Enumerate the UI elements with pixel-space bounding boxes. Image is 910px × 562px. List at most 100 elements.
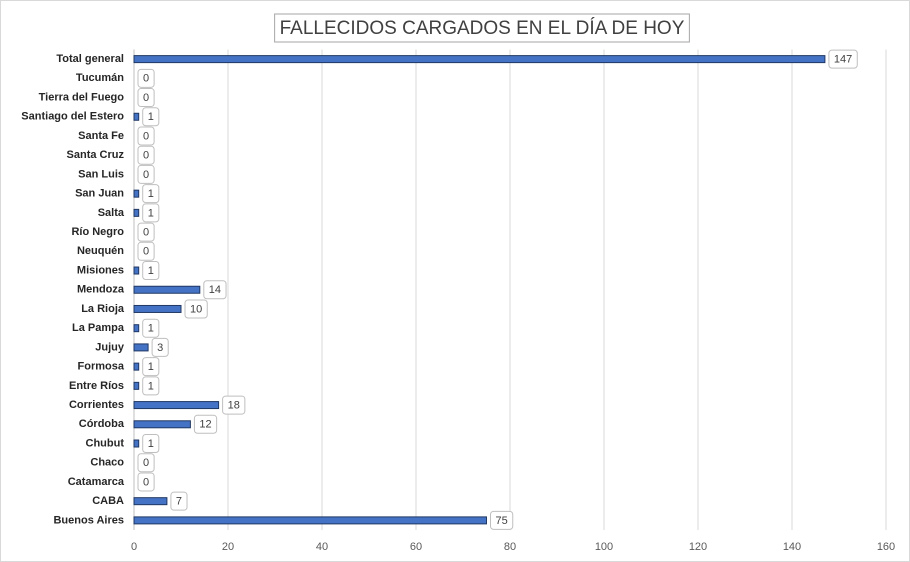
value-label-box [193,414,218,434]
y-tick-label: Río Negro [71,226,124,238]
value-label-box [828,49,858,69]
value-label: 1 [148,380,154,392]
value-label: 0 [143,246,149,258]
value-label-box [142,203,160,223]
y-tick-label: Buenos Aires [53,514,124,526]
y-tick-label: Córdoba [79,418,125,430]
value-label-box [203,280,227,300]
value-label-box [184,299,208,319]
x-tick-label: 80 [504,541,516,553]
value-label-box [137,241,155,261]
value-label: 1 [148,188,154,200]
value-label-box [170,491,188,511]
value-label-box [490,510,514,530]
x-tick-label: 120 [689,541,707,553]
value-label: 1 [148,265,154,277]
y-tick-label: Chaco [90,457,124,469]
bar [133,343,149,352]
value-label: 14 [209,284,221,296]
y-tick-label: La Pampa [72,322,125,334]
chart-title: FALLECIDOS CARGADOS EN EL DÍA DE HOY [280,18,685,39]
y-tick-label: Corrientes [69,399,124,411]
bar [133,55,826,64]
x-tick-label: 100 [595,541,613,553]
value-label-box [142,318,160,338]
y-tick-label: Misiones [77,264,124,276]
value-label: 7 [176,496,182,508]
x-tick-label: 160 [877,541,895,553]
y-tick-label: Tierra del Fuego [39,91,125,103]
value-label-box [137,68,155,88]
value-label: 0 [143,226,149,238]
y-tick-label: Salta [98,207,125,219]
value-label-box [137,453,155,473]
bar [133,208,140,217]
title-box [274,13,690,43]
value-label: 1 [148,361,154,373]
value-label: 0 [143,92,149,104]
bar [133,362,140,371]
y-tick-label: Chubut [86,437,125,449]
y-tick-label: Jujuy [95,341,125,353]
value-label: 0 [143,73,149,85]
value-label: 0 [143,457,149,469]
value-label: 0 [143,150,149,162]
value-label: 1 [148,323,154,335]
bar [133,401,220,410]
bar [133,304,182,313]
x-tick-label: 40 [316,541,328,553]
value-label: 1 [148,438,154,450]
value-label: 10 [190,303,202,315]
y-tick-label: Neuquén [77,245,124,257]
bar [133,266,140,275]
value-label: 1 [148,207,154,219]
value-label: 75 [496,515,508,527]
value-label: 18 [228,399,240,411]
value-label: 12 [199,419,211,431]
value-label-box [142,357,160,377]
value-label: 0 [143,169,149,181]
bar [133,189,140,198]
bar [133,112,140,121]
value-label-box [137,472,155,492]
x-tick-label: 20 [222,541,234,553]
bar [133,420,191,429]
value-label-box [137,126,155,146]
value-label-box [151,337,169,357]
y-tick-label: Formosa [78,361,125,373]
value-label-box [137,145,155,165]
y-tick-label: Santiago del Estero [21,111,124,123]
y-tick-label: Santa Cruz [67,149,125,161]
value-label-box [142,261,160,281]
value-label-box [142,376,160,396]
value-label: 3 [157,342,163,354]
value-label-box [142,434,160,454]
value-label-box [142,107,160,127]
value-label-box [137,222,155,242]
value-label: 1 [148,111,154,123]
bar [133,439,140,448]
y-tick-label: Tucumán [76,72,124,84]
x-tick-label: 140 [783,541,801,553]
value-label-box [137,164,155,184]
x-tick-label: 0 [131,541,137,553]
y-tick-label: Catamarca [68,476,125,488]
bar [133,324,140,333]
bar [133,497,168,506]
value-label-box [142,184,160,204]
y-tick-label: La Rioja [81,303,125,315]
value-label-box [222,395,246,415]
y-tick-label: Total general [56,53,124,65]
bar [133,516,487,525]
bar [133,381,140,390]
x-tick-label: 60 [410,541,422,553]
value-label: 0 [143,130,149,142]
y-tick-label: Mendoza [77,284,125,296]
y-tick-label: San Juan [75,188,124,200]
y-tick-label: San Luis [78,168,124,180]
value-label: 0 [143,476,149,488]
y-tick-label: Entre Ríos [69,380,124,392]
y-tick-label: CABA [92,495,124,507]
bar [133,285,201,294]
